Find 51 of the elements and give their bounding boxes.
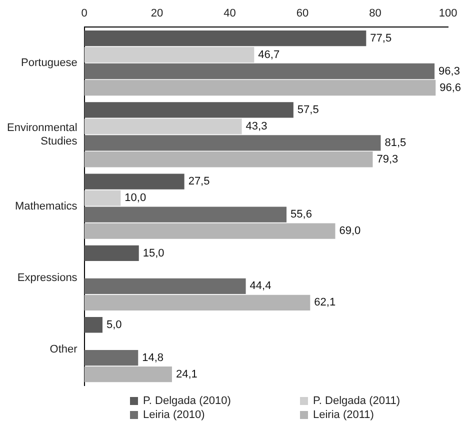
data-label: 96,6 [440,82,462,94]
bar [84,350,138,366]
bar [84,152,373,168]
bar [84,63,435,80]
data-label: 14,8 [142,352,164,364]
data-label: 62,1 [314,296,336,309]
y-tick-label: Mathematics [14,200,78,212]
bar [84,174,184,190]
legend-label: P. Delgada (2011) [313,395,400,407]
legend-label: Leiria (2010) [143,409,205,421]
bar [84,46,254,63]
y-tick-label: Expressions [17,272,78,284]
bar [84,294,310,310]
data-label: 44,4 [250,280,272,292]
legend-label: P. Delgada (2010) [143,395,231,407]
bar [84,135,381,151]
bar [84,102,294,118]
bar [84,30,366,46]
bar [84,118,242,134]
data-label: 81,5 [384,136,406,149]
bar [84,317,102,333]
y-tick-label: Portuguese [21,57,78,70]
y-tick-label: Environmental Studies [6,122,78,148]
data-label: 55,6 [290,208,312,221]
x-tick-label: 40 [224,8,236,20]
x-tick-label: 20 [150,8,164,20]
bar [84,190,121,206]
data-label: 24,1 [176,368,198,380]
data-label: 5,0 [106,318,122,331]
data-label: 96,3 [438,65,460,78]
x-tick-label: 100 [438,8,458,20]
y-tick-label: Other [50,344,78,356]
data-label: 27,5 [188,176,210,188]
data-label: 46,7 [258,48,280,61]
data-label: 43,3 [246,120,268,132]
data-label: 77,5 [370,32,392,44]
legend-label: Leiria (2011) [313,409,374,421]
x-tick-label: 0 [81,8,88,20]
bar [84,245,139,262]
data-label: 69,0 [339,225,361,238]
bar [84,223,336,239]
bar [84,278,246,294]
bar [84,206,287,222]
data-label: 15,0 [142,247,164,260]
data-label: 79,3 [376,153,398,166]
bar [84,80,436,96]
data-label: 57,5 [297,104,319,116]
bar [84,366,172,382]
data-label: 10,0 [124,192,146,204]
x-tick-label: 80 [369,8,382,20]
x-tick-label: 60 [296,8,309,20]
